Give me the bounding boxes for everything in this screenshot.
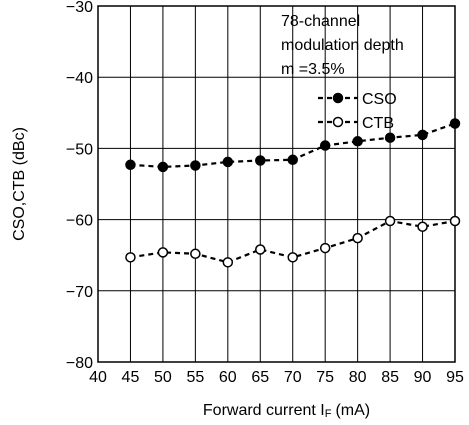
x-tick-label: 75 (316, 369, 334, 386)
legend: CSO CTB (318, 91, 397, 132)
data-point-cso (384, 132, 396, 143)
x-tick-label: 45 (122, 369, 140, 386)
data-point-cso (125, 159, 136, 171)
data-point-ctb (157, 247, 169, 258)
data-point-ctb (449, 215, 461, 227)
legend-ctb-marker (332, 116, 344, 128)
data-point-ctb (222, 257, 234, 268)
x-axis-label-unit: (mA) (335, 402, 370, 419)
series-line-ctb (130, 219, 456, 264)
x-axis-label: Forward current IF (mA) (203, 402, 370, 420)
x-axis-label-main: Forward current I (203, 402, 325, 419)
annotation-line-3: m =3.5% (281, 61, 345, 78)
annotation: 78-channel modulation depth m =3.5% (281, 13, 404, 78)
data-point-ctb (190, 248, 201, 260)
x-tick-label: 95 (446, 369, 464, 386)
y-tick-label: −50 (66, 141, 93, 158)
data-point-cso (190, 160, 201, 171)
data-point-cso (319, 140, 331, 151)
y-axis-label: CSO,CTB (dBc) (11, 127, 28, 241)
y-tick-label: −60 (66, 213, 93, 230)
y-tick-label: −40 (66, 70, 93, 87)
data-point-cso (287, 154, 298, 166)
grid (98, 6, 455, 362)
annotation-line-2: modulation depth (281, 37, 404, 54)
x-tick-label: 40 (89, 369, 107, 386)
data-point-cso (417, 129, 428, 141)
data-point-ctb (417, 221, 428, 232)
x-tick-labels: 40 45 50 55 60 65 70 75 80 85 90 95 (89, 369, 464, 386)
legend-ctb-label: CTB (362, 115, 394, 132)
x-tick-label: 60 (219, 369, 237, 386)
y-tick-labels: −30 −40 −50 −60 −70 −80 (66, 0, 93, 372)
x-tick-label: 85 (381, 369, 399, 386)
x-tick-label: 90 (414, 369, 432, 386)
data-point-cso (352, 136, 363, 147)
legend-cso-marker (332, 92, 344, 104)
data-point-ctb (319, 242, 331, 254)
data-point-ctb (255, 244, 266, 255)
y-tick-label: −70 (66, 284, 93, 301)
x-tick-label: 50 (154, 369, 172, 386)
data-point-ctb (384, 215, 396, 227)
x-tick-label: 80 (349, 369, 367, 386)
x-tick-label: 70 (284, 369, 302, 386)
plot-frame (97, 5, 456, 363)
data-point-cso (449, 118, 461, 129)
data-point-cso (222, 156, 234, 168)
data-point-cso (157, 161, 169, 173)
data-point-cso (255, 155, 266, 166)
data-point-ctb (125, 252, 136, 263)
series-group (125, 118, 461, 268)
data-point-ctb (287, 252, 298, 263)
x-axis-label-subscript: F (325, 408, 332, 420)
x-tick-label: 65 (251, 369, 269, 386)
y-tick-label: −80 (66, 355, 93, 372)
y-tick-label: −30 (66, 0, 93, 16)
legend-cso-label: CSO (362, 91, 397, 108)
x-tick-label: 55 (186, 369, 204, 386)
data-point-ctb (352, 232, 363, 244)
annotation-line-1: 78-channel (281, 13, 360, 30)
